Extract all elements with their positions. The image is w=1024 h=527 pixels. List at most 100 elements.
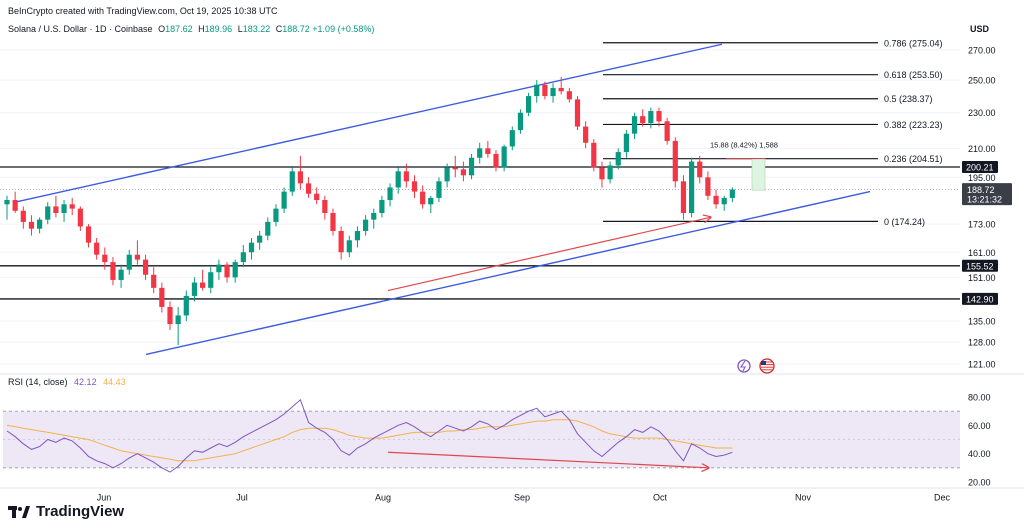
candle-body (167, 306, 173, 325)
flag-canton (761, 361, 766, 365)
rsi-line (6, 398, 733, 473)
time-tick-label: Jun (97, 492, 112, 502)
candle-body (411, 181, 418, 192)
time-axis[interactable]: Jun Jul Aug Sep Oct Nov Dec (0, 487, 1024, 502)
candle-body (387, 187, 393, 201)
candle-body (428, 197, 434, 205)
candle-body (672, 140, 678, 182)
rsi-label[interactable]: RSI (14, close) (8, 377, 68, 387)
open-value: 187.62 (165, 24, 193, 34)
candle-body (322, 200, 328, 213)
candle-body (566, 91, 572, 100)
lightning-icon-glyph (739, 360, 746, 372)
candle-body (550, 88, 556, 97)
symbol-title[interactable]: Solana / U.S. Dollar · 1D · Coinbase (8, 24, 153, 34)
candle-body (623, 133, 629, 153)
candle-body (289, 171, 295, 192)
rsi-ma-value: 44.43 (103, 377, 126, 387)
candle-body (558, 88, 564, 92)
currency-label[interactable]: USD (970, 24, 990, 34)
ohlc-header: Solana / U.S. Dollar · 1D · Coinbase O18… (8, 24, 374, 34)
candle-body (53, 206, 59, 213)
candle-body (281, 191, 287, 209)
ascending-channel (14, 43, 871, 356)
candle-body (485, 148, 491, 154)
candle-body (363, 219, 369, 231)
price-tick-label: 270.00 (968, 46, 996, 56)
candle-body (77, 208, 83, 227)
candle-body (509, 130, 515, 147)
rsi-header: RSI (14, close) 42.12 44.43 (8, 377, 126, 387)
tradingview-logo[interactable]: TradingView (8, 503, 124, 520)
rsi-tick-label: 80.00 (968, 393, 991, 403)
tradingview-logo-icon (8, 505, 30, 519)
candle-body (477, 148, 483, 158)
price-tick-label: 121.00 (968, 360, 996, 370)
price-tick-label: 128.00 (968, 337, 996, 347)
candle-body (110, 262, 116, 280)
candle-body (265, 221, 271, 236)
rsi-ma-line (6, 419, 733, 462)
fib-label: 0 (174.24) (884, 217, 925, 227)
rsi-divergence-arrow (387, 451, 708, 468)
countdown-timer: 13:21:32 (967, 195, 1002, 205)
price-tick-label: 135.00 (968, 317, 996, 327)
rsi-pane[interactable]: 80.00 60.00 40.00 20.00 (0, 373, 1024, 488)
candle-body (656, 111, 662, 122)
price-tag (962, 160, 998, 173)
current-price-tag (962, 183, 1012, 206)
price-tick-label: 151.00 (968, 273, 996, 283)
time-tick-label: Jul (236, 492, 248, 502)
candle-body (12, 200, 18, 211)
price-tag (962, 292, 998, 305)
candle-body (607, 165, 613, 180)
time-tick-label: Dec (934, 492, 951, 502)
candle-body (37, 219, 43, 229)
rsi-tick-label: 20.00 (968, 478, 991, 488)
candles (4, 76, 735, 346)
candle-body (452, 167, 458, 170)
candle-body (118, 269, 124, 280)
candle-body (395, 171, 401, 188)
candle-body (232, 262, 238, 278)
price-tick-label: 210.00 (968, 144, 996, 154)
lightning-icon (737, 359, 751, 373)
rsi-tick-label: 60.00 (968, 421, 991, 431)
price-tick-label: 195.00 (968, 173, 996, 183)
price-tick-label: 161.00 (968, 248, 996, 258)
candle-body (183, 295, 189, 316)
candle-body (314, 193, 320, 201)
candle-body (151, 274, 157, 288)
candle-body (468, 157, 475, 176)
time-tick-label: Aug (375, 492, 391, 502)
open-label: O (158, 24, 166, 34)
candle-body (379, 200, 385, 213)
channel-upper-line (14, 43, 723, 203)
tradingview-logo-text: TradingView (36, 503, 125, 520)
high-label: H (198, 24, 205, 34)
candle-body (297, 171, 303, 184)
time-tick-label: Sep (514, 492, 530, 502)
candle-body (159, 287, 165, 307)
low-value: 183.22 (242, 24, 271, 34)
current-price-value: 188.72 (967, 185, 995, 195)
price-tick-label: 250.00 (968, 76, 996, 86)
price-axis[interactable]: 270.00 250.00 230.00 210.00 195.00 173.00 161.… (962, 46, 1012, 370)
candle-body (354, 230, 361, 241)
measure-box (751, 158, 766, 191)
candle-body (680, 181, 687, 213)
candle-body (208, 272, 214, 288)
candle-body (583, 126, 589, 143)
price-tag (962, 259, 998, 272)
candle-body (69, 204, 75, 209)
candle-body (705, 177, 711, 196)
candle-body (534, 84, 540, 97)
fib-label: 0.236 (204.51) (884, 154, 943, 164)
candle-body (346, 240, 352, 253)
candle-body (224, 264, 230, 278)
candle-body (126, 254, 132, 270)
candle-body (305, 183, 312, 194)
close-value: 188.72 (282, 24, 310, 34)
candle-body (542, 84, 548, 97)
